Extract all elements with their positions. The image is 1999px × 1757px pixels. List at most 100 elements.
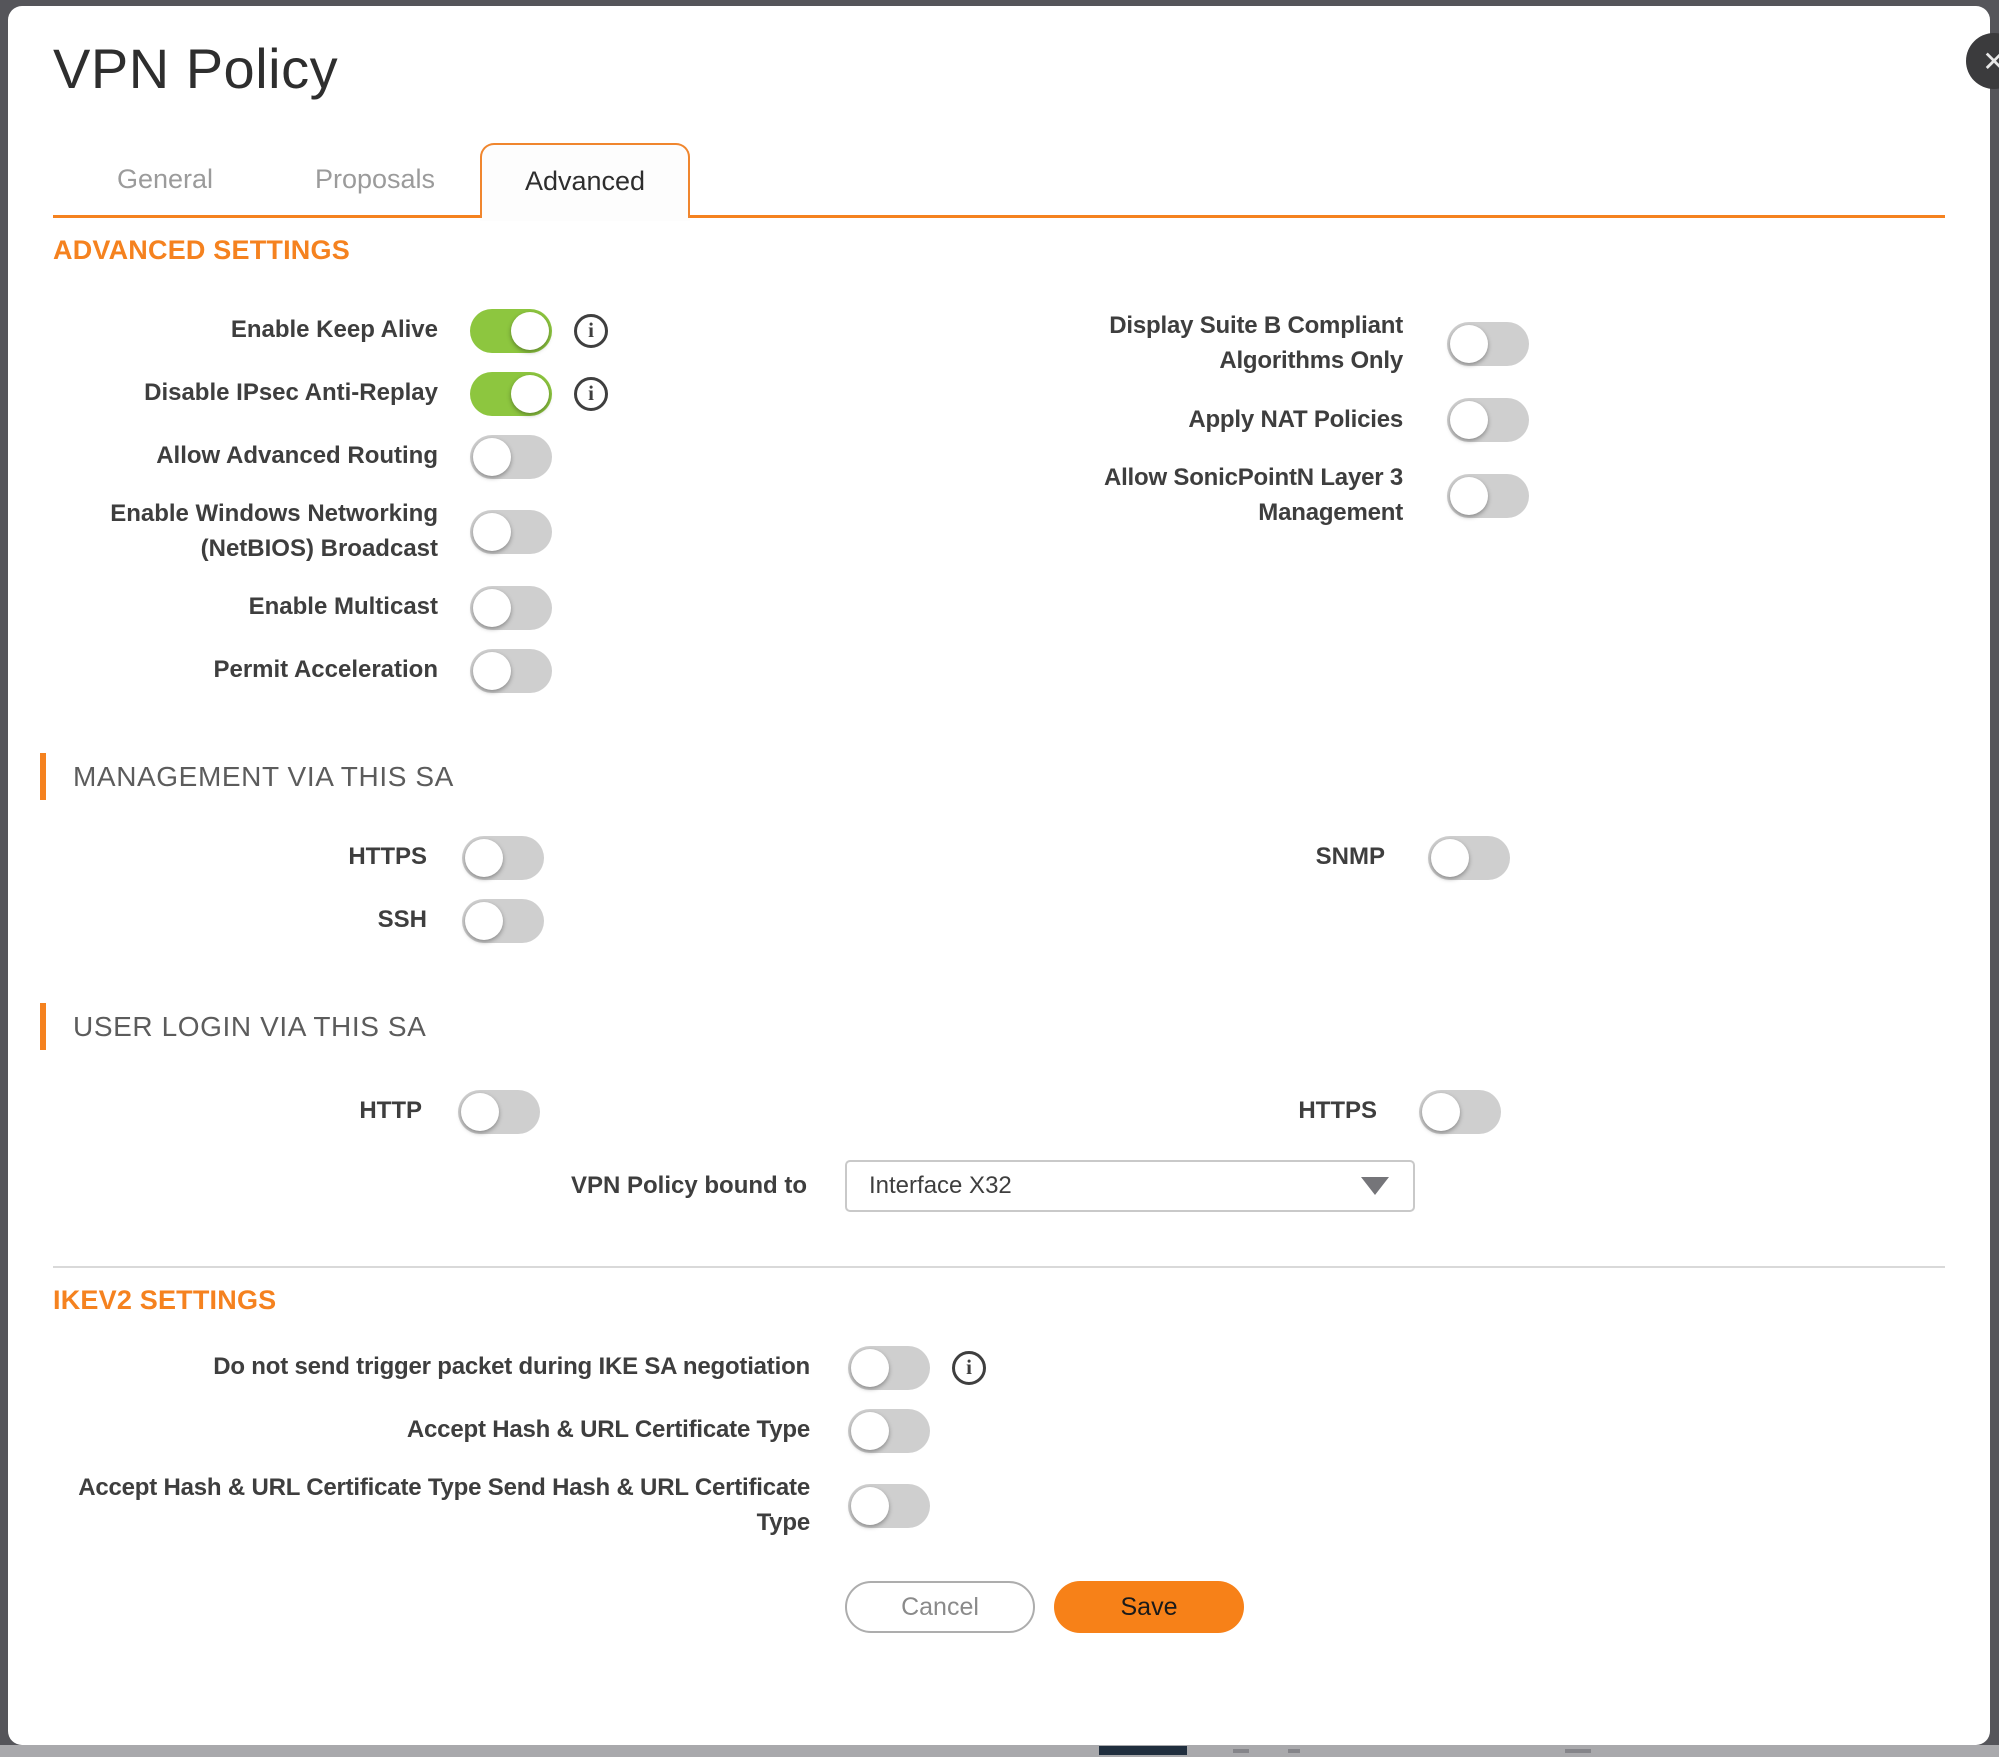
- setting-label: SSH: [377, 906, 427, 934]
- toggle-ssh-management[interactable]: [462, 898, 544, 943]
- setting-row-netbios-broadcast: Enable Windows Networking (NetBIOS) Broa…: [53, 488, 1945, 576]
- toggle-knob: [851, 1348, 889, 1387]
- toggle-apply-nat-policies[interactable]: [1447, 398, 1529, 442]
- background-artifact: [1099, 1746, 1187, 1755]
- info-glyph: i: [588, 318, 594, 342]
- cancel-button[interactable]: Cancel: [845, 1581, 1035, 1633]
- setting-row-accept-send-hash-url-cert: Accept Hash & URL Certificate Type Send …: [53, 1462, 1945, 1550]
- toggle-disable-ipsec-anti-replay[interactable]: [470, 371, 552, 416]
- toggle-knob: [1450, 401, 1488, 439]
- background-page-strip: [0, 1745, 1999, 1757]
- setting-row-snmp-management: SNMP: [1085, 826, 1510, 889]
- setting-label: Allow SonicPointN Layer 3 Management: [1103, 464, 1403, 526]
- background-artifact: [1288, 1749, 1300, 1753]
- setting-row-suite-b-compliant: Display Suite B Compliant Algorithms Onl…: [1081, 307, 1529, 381]
- setting-label: Disable IPsec Anti-Replay: [144, 379, 438, 407]
- setting-label: Enable Multicast: [248, 593, 438, 621]
- setting-row-permit-acceleration: Permit Acceleration: [53, 639, 1945, 702]
- page-title: VPN Policy: [53, 37, 339, 100]
- save-button[interactable]: Save: [1054, 1581, 1244, 1633]
- toggle-knob: [851, 1411, 889, 1450]
- tab-general[interactable]: General: [116, 163, 214, 194]
- section-header-management-sa: MANAGEMENT VIA THIS SA: [40, 753, 1945, 800]
- setting-row-https-user-login: HTTPS: [1085, 1080, 1501, 1143]
- info-icon[interactable]: i: [574, 313, 608, 348]
- toggle-knob: [1450, 477, 1488, 515]
- toggle-accept-hash-url-cert[interactable]: [848, 1408, 930, 1453]
- management-right-column: SNMP: [1085, 826, 1510, 889]
- background-artifact: [1565, 1749, 1591, 1753]
- toggle-knob: [461, 1092, 499, 1131]
- setting-row-enable-multicast: Enable Multicast: [53, 576, 1945, 639]
- setting-label: Allow Advanced Routing: [156, 442, 438, 470]
- info-icon[interactable]: i: [952, 1350, 986, 1385]
- toggle-allow-advanced-routing[interactable]: [470, 434, 552, 479]
- toggle-knob: [465, 838, 503, 877]
- vpn-policy-bound-row: VPN Policy bound to Interface X32: [53, 1155, 1945, 1217]
- setting-label: HTTPS: [348, 843, 427, 871]
- tab-advanced[interactable]: Advanced: [480, 143, 690, 218]
- toggle-suite-b-compliant[interactable]: [1447, 322, 1529, 366]
- info-glyph: i: [588, 381, 594, 405]
- setting-label: HTTP: [359, 1097, 422, 1125]
- user-login-right-column: HTTPS: [1085, 1080, 1501, 1143]
- setting-row-apply-nat-policies: Apply NAT Policies: [1081, 387, 1529, 453]
- setting-row-disable-ipsec-anti-replay: Disable IPsec Anti-Replay i: [53, 362, 1945, 425]
- info-icon[interactable]: i: [574, 376, 608, 411]
- setting-label: Enable Windows Networking (NetBIOS) Broa…: [110, 500, 438, 562]
- toggle-no-trigger-packet[interactable]: [848, 1345, 930, 1390]
- info-glyph: i: [966, 1355, 972, 1379]
- toggle-https-user-login[interactable]: [1419, 1089, 1501, 1134]
- tab-bar: General Proposals Advanced: [53, 143, 1945, 218]
- toggle-knob: [511, 311, 549, 350]
- setting-label: Do not send trigger packet during IKE SA…: [213, 1353, 810, 1381]
- toggle-knob: [473, 437, 511, 476]
- toggle-knob: [851, 1487, 889, 1525]
- toggle-enable-multicast[interactable]: [470, 585, 552, 630]
- setting-label: Display Suite B Compliant Algorithms Onl…: [1109, 312, 1403, 374]
- background-artifact: [1233, 1749, 1249, 1753]
- setting-label: SNMP: [1315, 843, 1385, 871]
- section-accent-bar: [40, 1003, 46, 1050]
- setting-label: Accept Hash & URL Certificate Type: [406, 1416, 810, 1444]
- setting-row-enable-keep-alive: Enable Keep Alive i: [53, 299, 1945, 362]
- toggle-http-user-login[interactable]: [458, 1089, 540, 1134]
- toggle-knob: [1450, 325, 1488, 363]
- toggle-accept-send-hash-url-cert[interactable]: [848, 1484, 930, 1528]
- toggle-knob: [1422, 1092, 1460, 1131]
- toggle-netbios-broadcast[interactable]: [470, 510, 552, 554]
- setting-row-allow-advanced-routing: Allow Advanced Routing: [53, 425, 1945, 488]
- bound-to-select[interactable]: Interface X32: [845, 1160, 1415, 1212]
- section-header-user-login-sa: USER LOGIN VIA THIS SA: [40, 1003, 1945, 1050]
- toggle-https-management[interactable]: [462, 835, 544, 880]
- toggle-sonicpointn-layer3[interactable]: [1447, 474, 1529, 518]
- bound-to-label: VPN Policy bound to: [570, 1171, 807, 1199]
- ikev2-settings-section: Do not send trigger packet during IKE SA…: [53, 1336, 1945, 1550]
- toggle-knob: [473, 588, 511, 627]
- management-sa-section: HTTPS SSH SNMP: [53, 826, 1945, 952]
- toggle-knob: [511, 374, 549, 413]
- advanced-left-column: Enable Keep Alive i Disable IPsec Anti-R…: [53, 299, 1945, 702]
- toggle-enable-keep-alive[interactable]: [470, 308, 552, 353]
- setting-row-ssh-management: SSH: [53, 889, 1945, 952]
- chevron-down-icon: [1361, 1177, 1389, 1195]
- toggle-snmp-management[interactable]: [1428, 835, 1510, 880]
- section-header-ikev2-settings: IKEV2 SETTINGS: [53, 1285, 277, 1315]
- advanced-right-column: Display Suite B Compliant Algorithms Onl…: [1081, 307, 1529, 533]
- bound-to-value: Interface X32: [869, 1172, 1012, 1199]
- toggle-knob: [1431, 838, 1469, 877]
- tab-proposals[interactable]: Proposals: [314, 163, 436, 194]
- toggle-knob: [473, 651, 511, 690]
- toggle-permit-acceleration[interactable]: [470, 648, 552, 693]
- setting-label: HTTPS: [1298, 1097, 1377, 1125]
- section-accent-bar: [40, 753, 46, 800]
- section-divider: [53, 1266, 1945, 1268]
- action-buttons: Cancel Save: [845, 1581, 1945, 1633]
- setting-row-no-trigger-packet: Do not send trigger packet during IKE SA…: [53, 1336, 1945, 1399]
- setting-row-accept-hash-url-cert: Accept Hash & URL Certificate Type: [53, 1399, 1945, 1462]
- user-login-left-column: HTTP: [53, 1080, 1945, 1143]
- setting-label: Enable Keep Alive: [230, 316, 438, 344]
- user-login-sa-section: HTTP HTTPS: [53, 1080, 1945, 1143]
- section-header-advanced-settings: ADVANCED SETTINGS: [53, 235, 350, 265]
- setting-label: Apply NAT Policies: [1188, 405, 1403, 433]
